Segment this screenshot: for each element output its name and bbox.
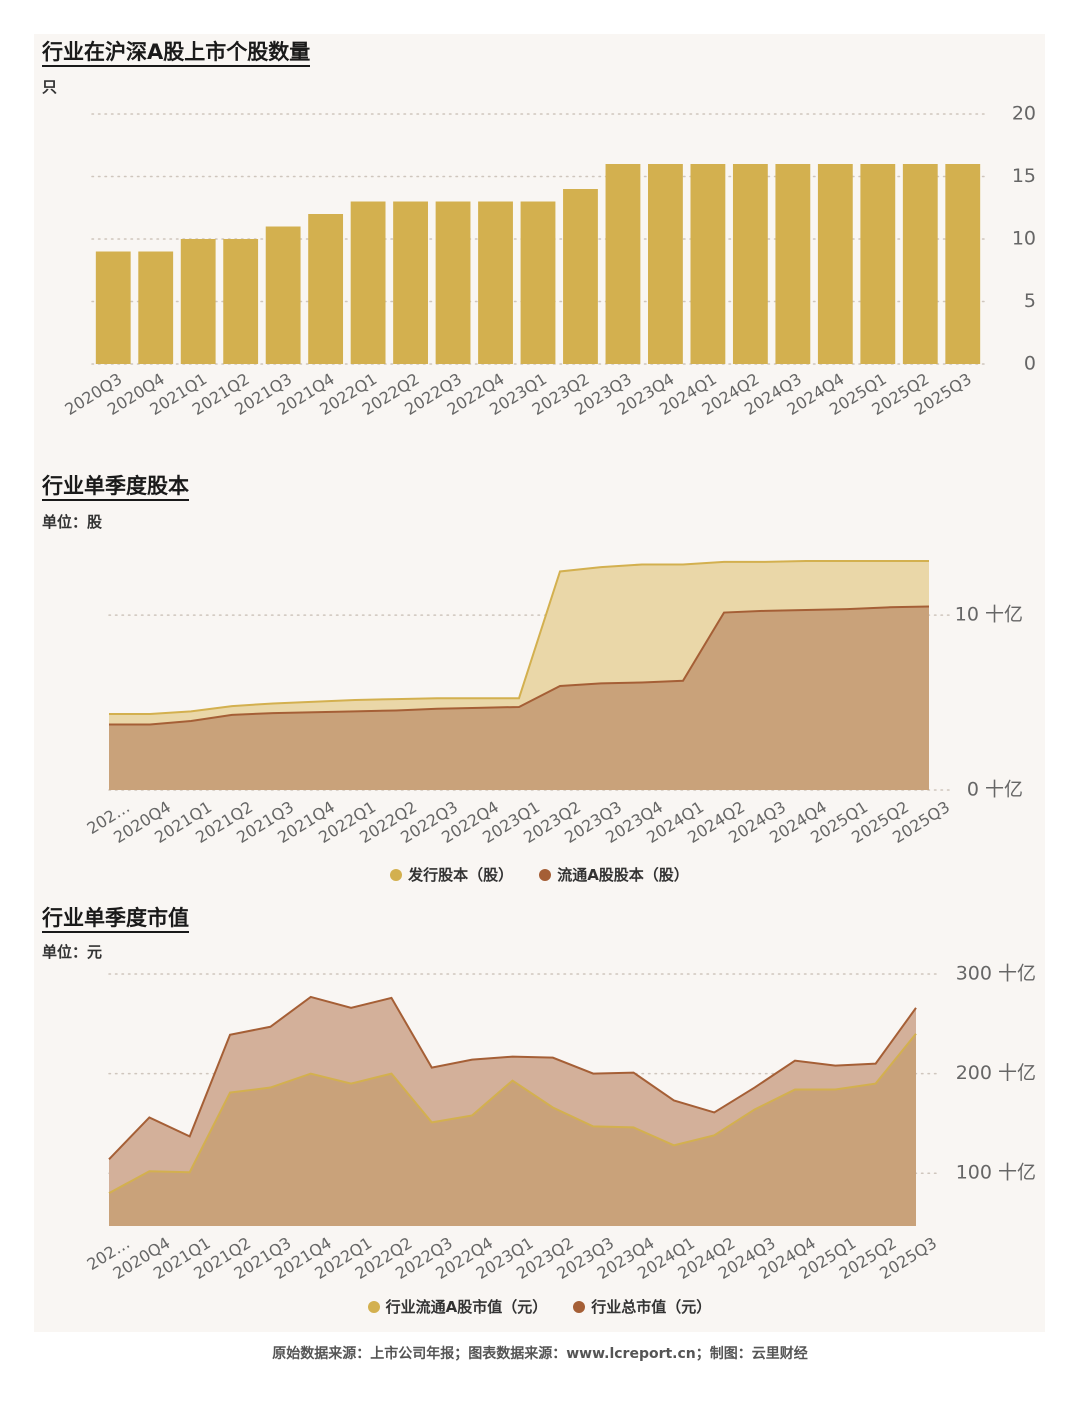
chart3-legend: 行业流通A股市值（元） 行业总市值（元） <box>34 1296 1045 1317</box>
bar <box>393 201 428 364</box>
chart2-legend: 发行股本（股） 流通A股股本（股） <box>34 864 1045 885</box>
y-tick-label: 300 十亿 <box>956 963 1036 985</box>
bar <box>95 251 131 364</box>
bar <box>520 201 556 364</box>
legend-item[interactable]: 行业总市值（元） <box>573 1296 711 1317</box>
legend-label: 行业流通A股市值（元） <box>385 1298 548 1316</box>
bar <box>945 164 981 364</box>
bar <box>648 164 683 364</box>
area-fill-series-1 <box>109 606 929 790</box>
bar <box>350 201 386 364</box>
bar <box>817 164 853 364</box>
series-line-1 <box>109 605 930 726</box>
bar <box>180 239 216 364</box>
legend-dot <box>539 868 552 881</box>
bar <box>690 164 726 364</box>
legend-label: 行业总市值（元） <box>591 1298 712 1316</box>
chart1-unit: 只 <box>42 78 58 96</box>
y-tick-label: 0 <box>1024 353 1036 375</box>
report-panel: 行业在沪深A股上市个股数量 只 0 5 10 15 20 2020Q3 2020Q4 2021… <box>34 34 1045 1332</box>
y-tick-label: 5 <box>1024 290 1036 312</box>
legend-label: 流通A股股本（股） <box>557 866 689 884</box>
legend-item[interactable]: 流通A股股本（股） <box>539 864 689 885</box>
source-footer: 原始数据来源：上市公司年报；图表数据来源：www.lcreport.cn；制图：… <box>272 1346 808 1362</box>
legend-label: 发行股本（股） <box>408 866 514 884</box>
chart3-title: 行业单季度市值 <box>42 906 189 933</box>
stock-count-bar-chart: 051015202020Q32020Q42021Q12021Q22021Q320… <box>61 103 1036 420</box>
chart2-unit: 单位：股 <box>42 513 103 531</box>
legend-dot <box>573 1300 586 1313</box>
y-tick-label: 100 十亿 <box>956 1162 1036 1184</box>
y-tick-label: 0 十亿 <box>967 779 1023 801</box>
y-tick-label: 10 <box>1012 228 1036 250</box>
bar <box>478 201 513 364</box>
y-tick-label: 20 <box>1012 103 1036 125</box>
bar <box>605 164 641 364</box>
bar <box>732 164 768 364</box>
legend-item[interactable]: 行业流通A股市值（元） <box>367 1296 548 1317</box>
bar <box>265 226 301 364</box>
area-fill-series-0 <box>109 1033 916 1226</box>
bar <box>902 164 938 364</box>
chart2-title: 行业单季度股本 <box>42 474 189 501</box>
bar <box>308 214 344 364</box>
bar <box>138 251 174 364</box>
legend-item[interactable]: 发行股本（股） <box>390 864 513 885</box>
bar <box>775 164 811 364</box>
legend-dot <box>367 1300 380 1313</box>
series-line-0 <box>109 559 929 715</box>
bar <box>223 239 259 364</box>
chart1-title: 行业在沪深A股上市个股数量 <box>42 40 311 67</box>
y-tick-label: 15 <box>1012 165 1036 187</box>
bar <box>435 201 471 364</box>
bar <box>563 189 598 364</box>
chart3-unit: 单位：元 <box>42 943 103 961</box>
series-line-1 <box>108 995 917 1160</box>
legend-dot <box>390 868 403 881</box>
series-line-0 <box>108 1033 917 1195</box>
y-tick-label: 200 十亿 <box>956 1062 1036 1084</box>
y-tick-label: 10 十亿 <box>955 604 1023 626</box>
bar <box>860 164 896 364</box>
